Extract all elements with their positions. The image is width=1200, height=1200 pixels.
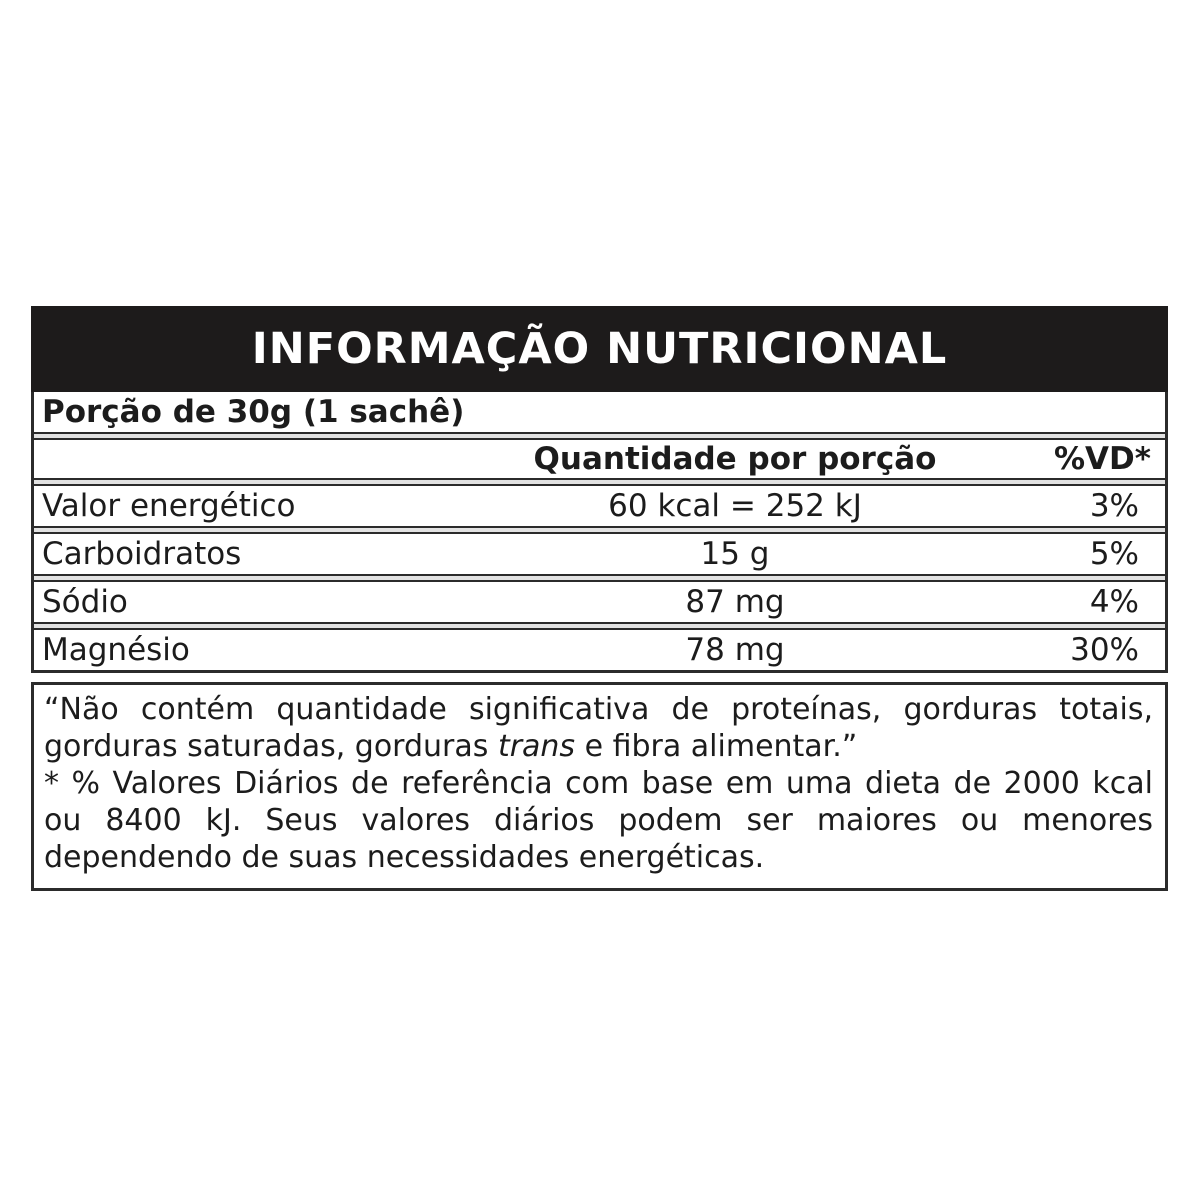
row-divider xyxy=(34,526,1165,534)
nutrient-amount: 60 kcal = 252 kJ xyxy=(608,488,862,524)
nutrient-daily-value: 3% xyxy=(1089,488,1139,524)
nutrient-daily-value: 5% xyxy=(1089,536,1139,572)
footnote-box: “Não contém quantidade significativa de … xyxy=(31,682,1168,891)
table-header-row: Quantidade por porção %VD* xyxy=(34,440,1165,478)
nutrient-name: Valor energético xyxy=(42,488,296,524)
footnote-quote: “Não contém quantidade significativa de … xyxy=(44,691,1153,765)
row-divider xyxy=(34,478,1165,486)
serving-size-text: Porção de 30g (1 sachê) xyxy=(42,394,465,430)
nutrient-daily-value: 30% xyxy=(1070,632,1139,668)
footnote-daily-values-note: * % Valores Diários de referência com ba… xyxy=(44,766,1153,875)
label-title: INFORMAÇÃO NUTRICIONAL xyxy=(251,324,948,374)
serving-size-row: Porção de 30g (1 sachê) xyxy=(34,392,1165,432)
nutrient-name: Carboidratos xyxy=(42,536,242,572)
table-row-magnesio: Magnésio 78 mg 30% xyxy=(34,630,1165,670)
footnote-trans-word: trans xyxy=(497,729,576,764)
nutrient-name: Magnésio xyxy=(42,632,190,668)
label-title-bar: INFORMAÇÃO NUTRICIONAL xyxy=(31,306,1168,392)
footnote-quote-end: e fibra alimentar.” xyxy=(575,729,858,764)
nutrient-amount: 78 mg xyxy=(685,632,785,668)
row-divider xyxy=(34,432,1165,440)
nutrient-amount: 15 g xyxy=(700,536,770,572)
table-row-carboidratos: Carboidratos 15 g 5% xyxy=(34,534,1165,574)
row-divider xyxy=(34,622,1165,630)
table-row-valor-energetico: Valor energético 60 kcal = 252 kJ 3% xyxy=(34,486,1165,526)
nutrient-daily-value: 4% xyxy=(1089,584,1139,620)
nutrition-label: INFORMAÇÃO NUTRICIONAL Porção de 30g (1 … xyxy=(31,306,1168,891)
nutrition-table: Porção de 30g (1 sachê) Quantidade por p… xyxy=(31,392,1168,673)
header-amount: Quantidade por porção xyxy=(533,441,937,477)
header-daily-value: %VD* xyxy=(1054,441,1151,477)
footnote-quote-start: “Não contém quantidade significativa de … xyxy=(44,692,1153,764)
nutrient-name: Sódio xyxy=(42,584,128,620)
row-divider xyxy=(34,574,1165,582)
table-row-sodio: Sódio 87 mg 4% xyxy=(34,582,1165,622)
nutrient-amount: 87 mg xyxy=(685,584,785,620)
